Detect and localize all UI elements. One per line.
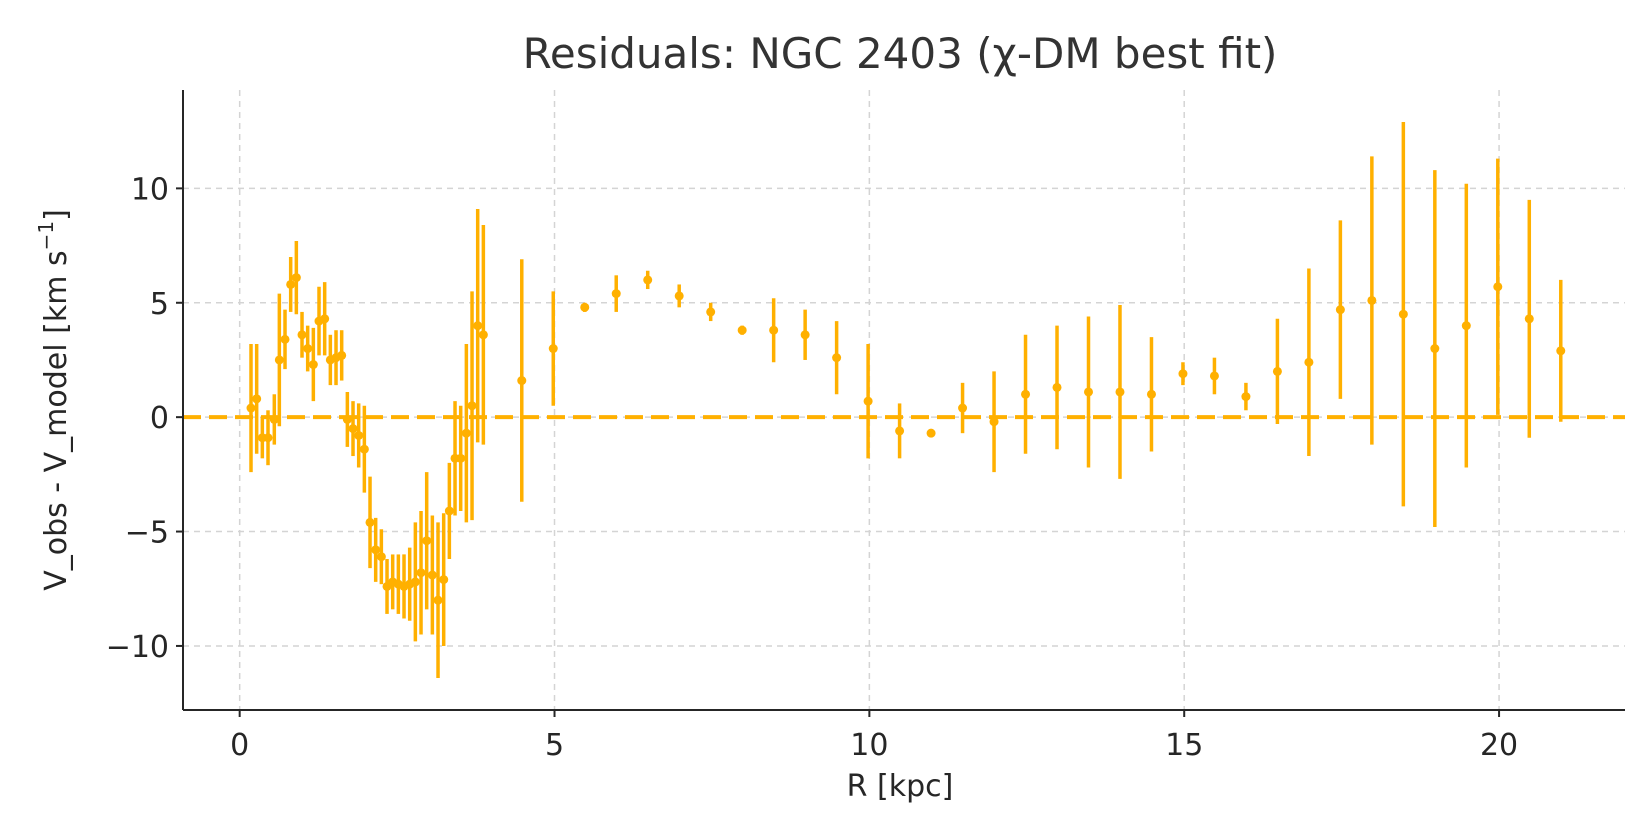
data-point [832,353,842,363]
y-tick-label: −10 [106,630,169,665]
data-point [274,355,284,365]
data-point [365,517,375,527]
x-tick-label: 0 [230,728,249,763]
data-point [1524,314,1534,324]
chart-title: Residuals: NGC 2403 (χ-DM best fit) [523,29,1278,78]
data-point [1556,346,1566,356]
data-point [1178,369,1188,379]
x-tick-label: 15 [1165,728,1203,763]
y-tick-label: 0 [150,401,169,436]
data-point [1398,309,1408,319]
data-point [456,453,466,463]
data-point [769,325,779,335]
data-point [1115,387,1125,397]
data-point [611,289,621,299]
data-point [371,545,381,555]
data-point [1367,295,1377,305]
y-axis-label-end: ] [39,209,74,221]
data-point [337,350,347,360]
data-point [1493,282,1503,292]
y-axis-label-superscript: −1 [34,221,58,250]
data-point [1084,387,1094,397]
data-point [308,360,318,370]
data-point [467,401,477,411]
y-tick-label: 5 [150,287,169,322]
data-point [297,330,307,340]
data-point [439,575,449,585]
data-point [246,403,256,413]
data-point [303,344,313,354]
data-point [706,307,716,317]
y-tick-label: −5 [125,516,169,551]
data-point [1146,389,1156,399]
data-points [246,273,1566,605]
data-point [1272,366,1282,376]
y-axis-label-main: V_obs - V_model [km s [39,250,74,590]
data-point [320,314,330,324]
data-point [580,302,590,312]
data-point [433,595,443,605]
data-point [1241,392,1251,402]
data-point [737,325,747,335]
data-point [263,433,273,443]
x-tick-label: 5 [545,728,564,763]
data-point [478,330,488,340]
data-point [958,403,968,413]
data-point [517,376,527,386]
data-point [342,414,352,424]
data-point [548,344,558,354]
data-point [926,428,936,438]
data-point [354,430,364,440]
data-point [269,414,279,424]
data-point [1209,371,1219,381]
data-point [444,506,454,516]
data-point [800,330,810,340]
data-point [280,334,290,344]
data-point [286,279,296,289]
data-point [1052,382,1062,392]
data-point [1461,321,1471,331]
data-point [461,428,471,438]
data-point [252,394,262,404]
data-point [643,275,653,285]
x-axis-label: R [kpc] [847,769,954,804]
data-point [863,396,873,406]
data-point [422,536,432,546]
tick-labels: 0 5 10 15 20 −10 −5 0 5 10 [106,172,1518,763]
y-tick-label: 10 [131,172,169,207]
data-point [410,577,420,587]
data-point [473,321,483,331]
y-axis-label: V_obs - V_model [km s−1] [34,209,74,591]
data-point [427,570,437,580]
data-point [416,568,426,578]
data-point [1335,305,1345,315]
data-point [989,417,999,427]
data-point [674,291,684,301]
x-tick-label: 20 [1480,728,1518,763]
data-point [348,424,358,434]
axes [176,90,1625,717]
data-point [376,552,386,562]
data-point [291,273,301,283]
data-point [1304,357,1314,367]
data-point [359,444,369,454]
data-point [1021,389,1031,399]
x-tick-label: 10 [850,728,888,763]
data-point [895,426,905,436]
data-point [1430,344,1440,354]
